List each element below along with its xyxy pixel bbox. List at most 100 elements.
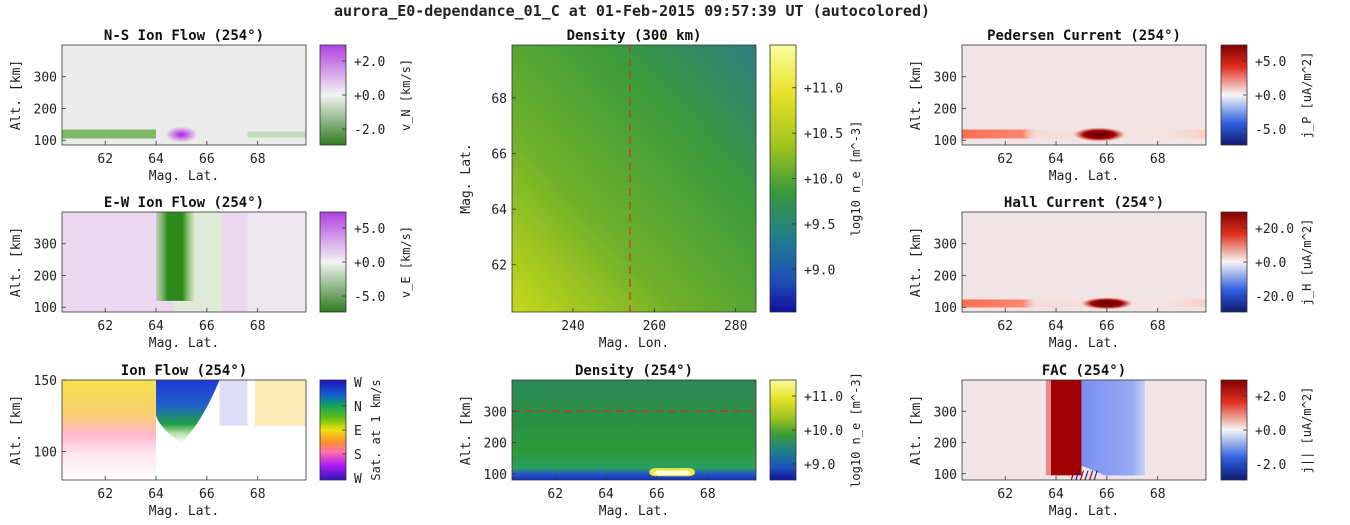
plot-frame [61, 211, 307, 313]
y-tick-label: 200 [34, 269, 57, 284]
x-tick-label: 66 [199, 487, 215, 502]
x-tick-label: 62 [997, 487, 1013, 502]
colorbar-tick-label: +11.0 [804, 390, 843, 405]
colorbar-label: log10 n_e [m^-3] [849, 372, 863, 488]
field-left [62, 380, 157, 480]
x-axis-label: Mag. Lat. [1049, 504, 1119, 519]
colorbar [319, 379, 347, 481]
colorbar [769, 379, 797, 481]
green-band [62, 129, 157, 139]
purple-blob [165, 126, 198, 143]
x-tick-label: 62 [997, 319, 1013, 334]
y-tick-label: 300 [934, 405, 957, 420]
colorbar-tick-label: -2.0 [1255, 458, 1286, 473]
x-tick-label: 66 [1099, 319, 1115, 334]
panel-title: Density (300 km) [567, 28, 702, 44]
colorbar-tick-label: +9.5 [804, 218, 835, 233]
x-tick-label: 62 [97, 319, 113, 334]
colorbar-tick-label: +10.0 [804, 173, 843, 188]
figure-title: aurora_E0-dependance_01_C at 01-Feb-2015… [334, 2, 930, 20]
colorbar-tick-label: +0.0 [1255, 256, 1286, 271]
x-tick-label: 64 [148, 487, 164, 502]
y-axis-label: Alt. [km] [9, 227, 24, 297]
blue-green-region [156, 380, 220, 443]
fac-noise-streak [1084, 470, 1089, 481]
panel-hall: Hall Current (254°) 62 64 66 68 100 200 300 Mag.… [909, 195, 1314, 351]
y-tick-label: 300 [34, 71, 57, 86]
colorbar-label: v_E [km/s] [399, 226, 413, 298]
colorbar-label: j_P [uA/m^2] [1300, 52, 1314, 139]
red-blob [1073, 127, 1126, 142]
panel-title: N-S Ion Flow (254°) [104, 28, 264, 44]
y-axis-label: Alt. [km] [9, 60, 24, 130]
x-tick-label: 280 [724, 319, 747, 334]
colorbar-tick-label: +11.0 [804, 82, 843, 97]
y-axis-label: Alt. [km] [909, 227, 924, 297]
colorbar-tick-label: +5.0 [354, 222, 385, 237]
bright-patch [654, 470, 690, 475]
plot-frame [61, 44, 307, 146]
panel-title: Ion Flow (254°) [121, 363, 247, 379]
y-tick-label: 150 [34, 374, 57, 389]
colorbar-label: log10 n_e [m^-3] [849, 121, 863, 237]
colorbar-label: v_N [km/s] [399, 59, 413, 131]
green-column [156, 212, 195, 301]
panel-ped: Pedersen Current (254°) 62 64 66 68 100 200 300… [909, 28, 1314, 184]
fac-noise-streak [1089, 470, 1094, 481]
x-tick-label: 260 [643, 319, 666, 334]
y-tick-label: 100 [34, 445, 57, 460]
field-bg [962, 45, 1206, 145]
plot-frame [961, 379, 1207, 481]
field-right [255, 380, 306, 426]
field-bg [512, 380, 756, 480]
colorbar-tick-label: E [354, 424, 362, 439]
x-tick-label: 68 [250, 487, 266, 502]
colorbar-tick-label: +10.5 [804, 127, 843, 142]
x-axis-label: Mag. Lat. [149, 504, 219, 519]
colorbar-tick-label: +0.0 [354, 256, 385, 271]
y-tick-label: 200 [484, 437, 507, 452]
colorbar [1220, 379, 1248, 481]
y-tick-label: 300 [934, 238, 957, 253]
colorbar-tick-label: -20.0 [1255, 290, 1294, 305]
field-bg [512, 45, 756, 312]
panel-iflow: Ion Flow (254°) 62 64 66 68 100 150 Mag. Lat. Al… [9, 363, 383, 519]
x-axis-label: Mag. Lat. [1049, 169, 1119, 184]
colorbar-tick-label: +0.0 [1255, 424, 1286, 439]
x-tick-label: 68 [1150, 152, 1166, 167]
x-tick-label: 66 [199, 319, 215, 334]
panel-title: E-W Ion Flow (254°) [104, 195, 264, 211]
x-tick-label: 68 [250, 319, 266, 334]
colorbar-label: Sat. at 1 km/s [369, 379, 383, 480]
x-tick-label: 62 [547, 487, 563, 502]
panel-title: Density (254°) [575, 363, 693, 379]
y-axis-label: Alt. [km] [459, 395, 474, 465]
colorbar-tick-label: W [354, 472, 362, 487]
x-axis-label: Mag. Lat. [1049, 336, 1119, 351]
x-tick-label: 68 [250, 152, 266, 167]
x-tick-label: 66 [649, 487, 665, 502]
y-tick-label: 300 [934, 71, 957, 86]
y-tick-label: 100 [934, 301, 957, 316]
red-blob [1080, 297, 1133, 310]
plot-frame [511, 379, 757, 481]
colorbar [319, 44, 347, 146]
y-tick-label: 68 [491, 92, 507, 107]
colorbar-tick-label: +5.0 [1255, 55, 1286, 70]
colorbar-tick-label: -2.0 [354, 123, 385, 138]
y-tick-label: 100 [934, 468, 957, 483]
x-tick-label: 66 [1099, 487, 1115, 502]
colorbar-tick-label: +9.0 [804, 458, 835, 473]
panel-ew: E-W Ion Flow (254°) 62 64 66 68 100 200 300 Mag.… [9, 195, 413, 351]
x-tick-label: 62 [97, 487, 113, 502]
field-bg [962, 212, 1206, 312]
fac-noise-streak [1075, 470, 1080, 481]
panel-title: FAC (254°) [1042, 363, 1126, 379]
plot-frame [511, 44, 757, 313]
y-axis-label: Mag. Lat. [459, 143, 474, 213]
colorbar-tick-label: +9.0 [804, 263, 835, 278]
blue-region [1081, 380, 1145, 476]
plot-frame [961, 44, 1207, 146]
plot-frame [961, 211, 1207, 313]
